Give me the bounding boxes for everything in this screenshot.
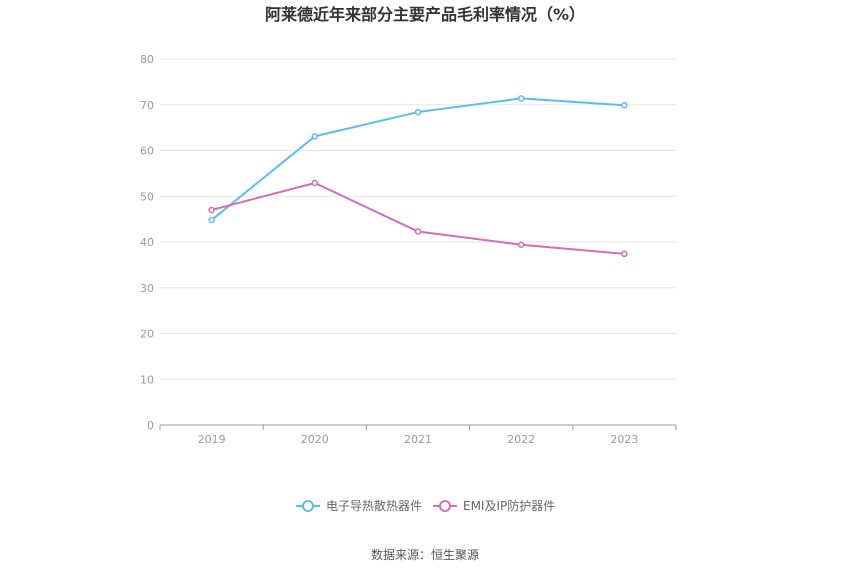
x-tick-label: 2021 [404,433,432,446]
grid-lines [160,58,676,380]
y-tick-label: 50 [140,190,154,203]
y-tick-label: 40 [140,236,154,249]
data-source: 数据来源：恒生聚源 [371,547,479,562]
legend-label: EMI及IP防护器件 [463,498,555,513]
legend-label: 电子导热散热器件 [326,498,422,513]
series-group [208,95,628,258]
legend-marker [439,500,451,512]
y-axis-ticks: 0 10 20 30 40 50 60 70 80 [140,53,154,432]
x-tick-label: 2022 [507,433,535,446]
data-point [414,108,422,116]
y-tick-label: 0 [147,419,154,432]
y-tick-label: 20 [140,328,154,341]
data-point [208,216,215,224]
data-point [517,95,525,102]
y-tick-label: 30 [140,282,154,295]
data-point [621,101,628,109]
x-tick-label: 2023 [610,433,638,446]
chart-title: 阿莱德近年来部分主要产品毛利率情况（%） [265,5,585,24]
legend-marker [302,500,314,512]
y-tick-label: 60 [140,145,154,158]
data-point [311,133,319,140]
legend-item-2: EMI及IP防护器件 [433,498,555,513]
series-line-2 [211,181,625,255]
legend: 电子导热散热器件 EMI及IP防护器件 [296,498,555,513]
data-point [621,250,628,258]
y-tick-label: 70 [140,99,154,112]
y-tick-label: 80 [140,53,154,66]
x-tick-label: 2019 [198,433,226,446]
data-point [414,228,422,235]
data-point [517,241,525,248]
x-tick-label: 2020 [301,433,329,446]
series-line-1 [210,97,625,221]
data-point [311,179,319,187]
y-tick-label: 10 [140,373,154,386]
x-axis-ticks: 2019 2020 2021 2022 2023 [159,425,677,446]
data-point [208,206,215,214]
legend-item-1: 电子导热散热器件 [296,498,422,513]
